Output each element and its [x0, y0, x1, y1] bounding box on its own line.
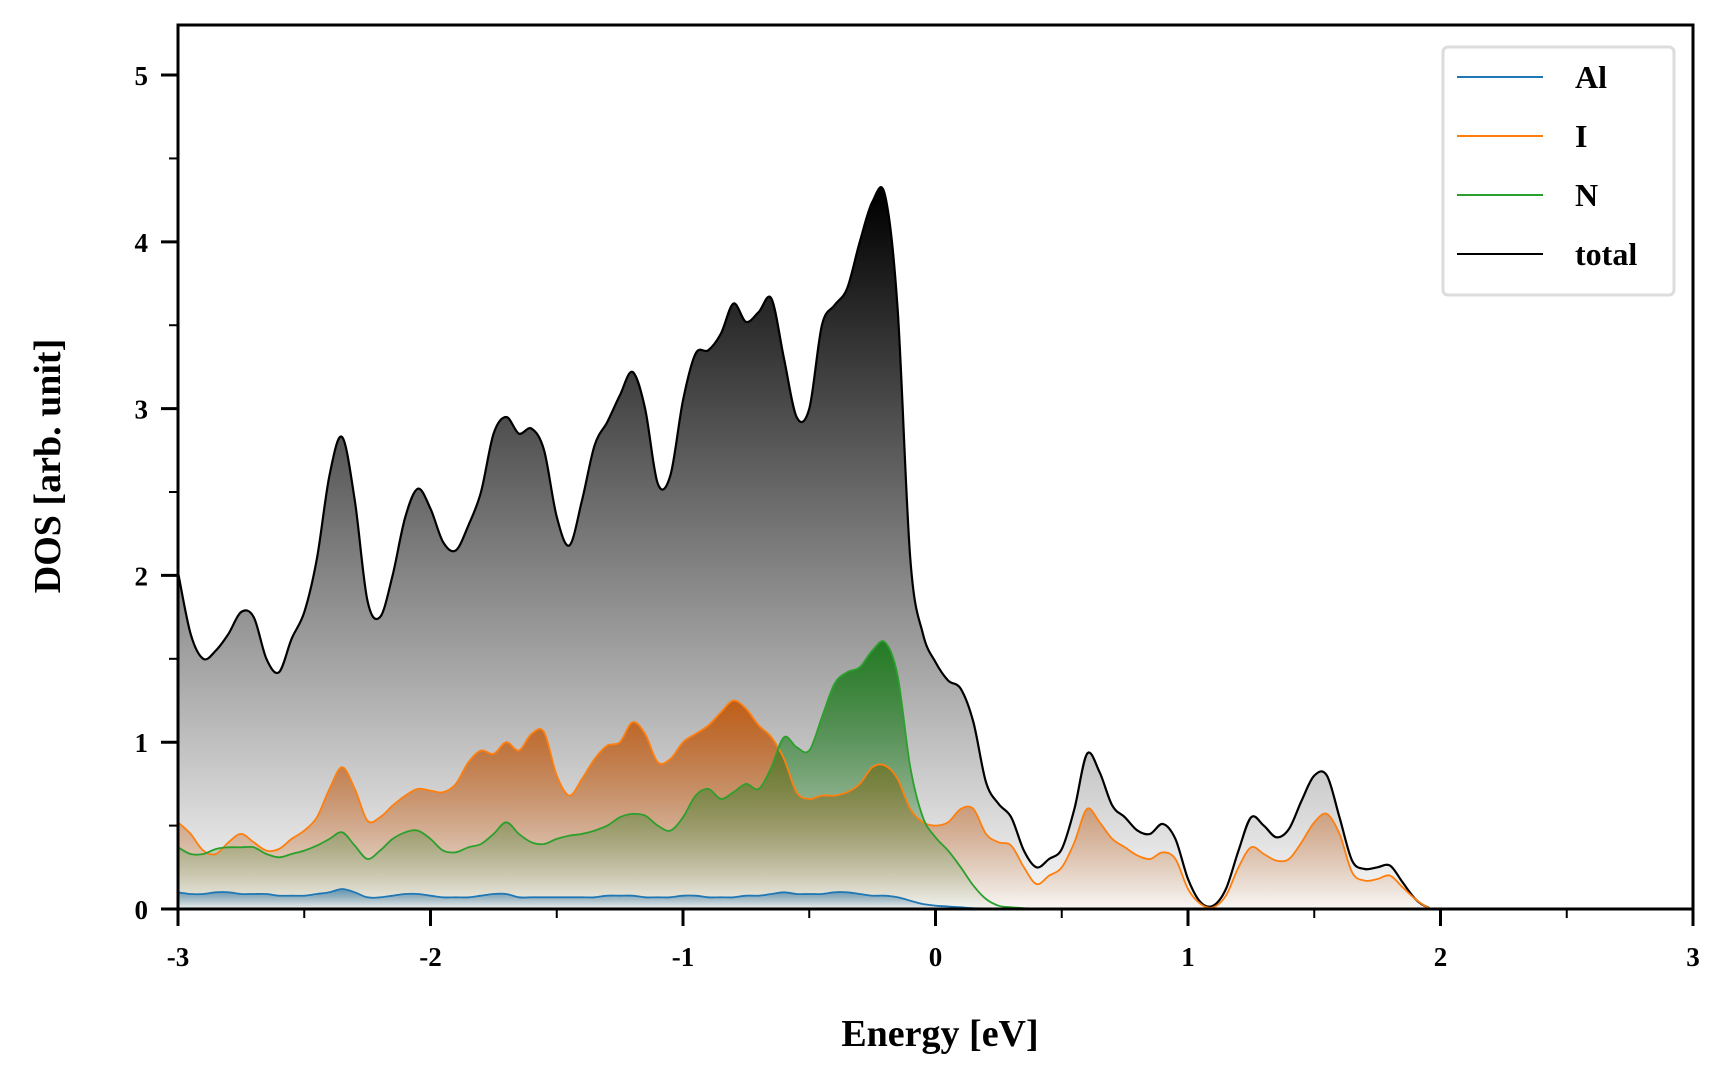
y-tick-label: 2	[135, 561, 149, 591]
x-tick-label: -3	[167, 942, 190, 972]
x-tick-label: -1	[672, 942, 695, 972]
series-line-i	[177, 699, 1693, 910]
area-fill-al	[178, 889, 1693, 909]
y-tick-label: 5	[135, 61, 149, 91]
legend-label-n: N	[1575, 177, 1598, 213]
y-axis-label: DOS [arb. unit]	[27, 339, 69, 593]
legend-box	[1441, 45, 1676, 297]
x-tick-label: 1	[1181, 942, 1195, 972]
x-tick-label: -2	[419, 942, 442, 972]
legend-label-al: Al	[1575, 59, 1607, 95]
legend-label-total: total	[1575, 236, 1637, 272]
y-tick-label: 0	[135, 895, 149, 925]
area-fill-total	[178, 187, 1693, 910]
x-axis-ticks: -3 -2 -1 0 1 2 3	[167, 909, 1700, 972]
x-tick-label: 0	[929, 942, 943, 972]
y-tick-label: 3	[135, 395, 149, 425]
y-tick-label: 4	[135, 228, 149, 258]
x-tick-label: 3	[1686, 942, 1700, 972]
y-tick-label: 1	[135, 728, 149, 758]
x-tick-label: 2	[1434, 942, 1448, 972]
area-fill-n	[178, 640, 1693, 909]
x-axis-label: Energy [eV]	[841, 1013, 1038, 1055]
y-axis-ticks: 0 1 2 3 4 5	[135, 61, 178, 925]
area-fills	[178, 187, 1693, 910]
legend-label-i: I	[1575, 118, 1587, 154]
series-line-total	[176, 186, 1693, 911]
